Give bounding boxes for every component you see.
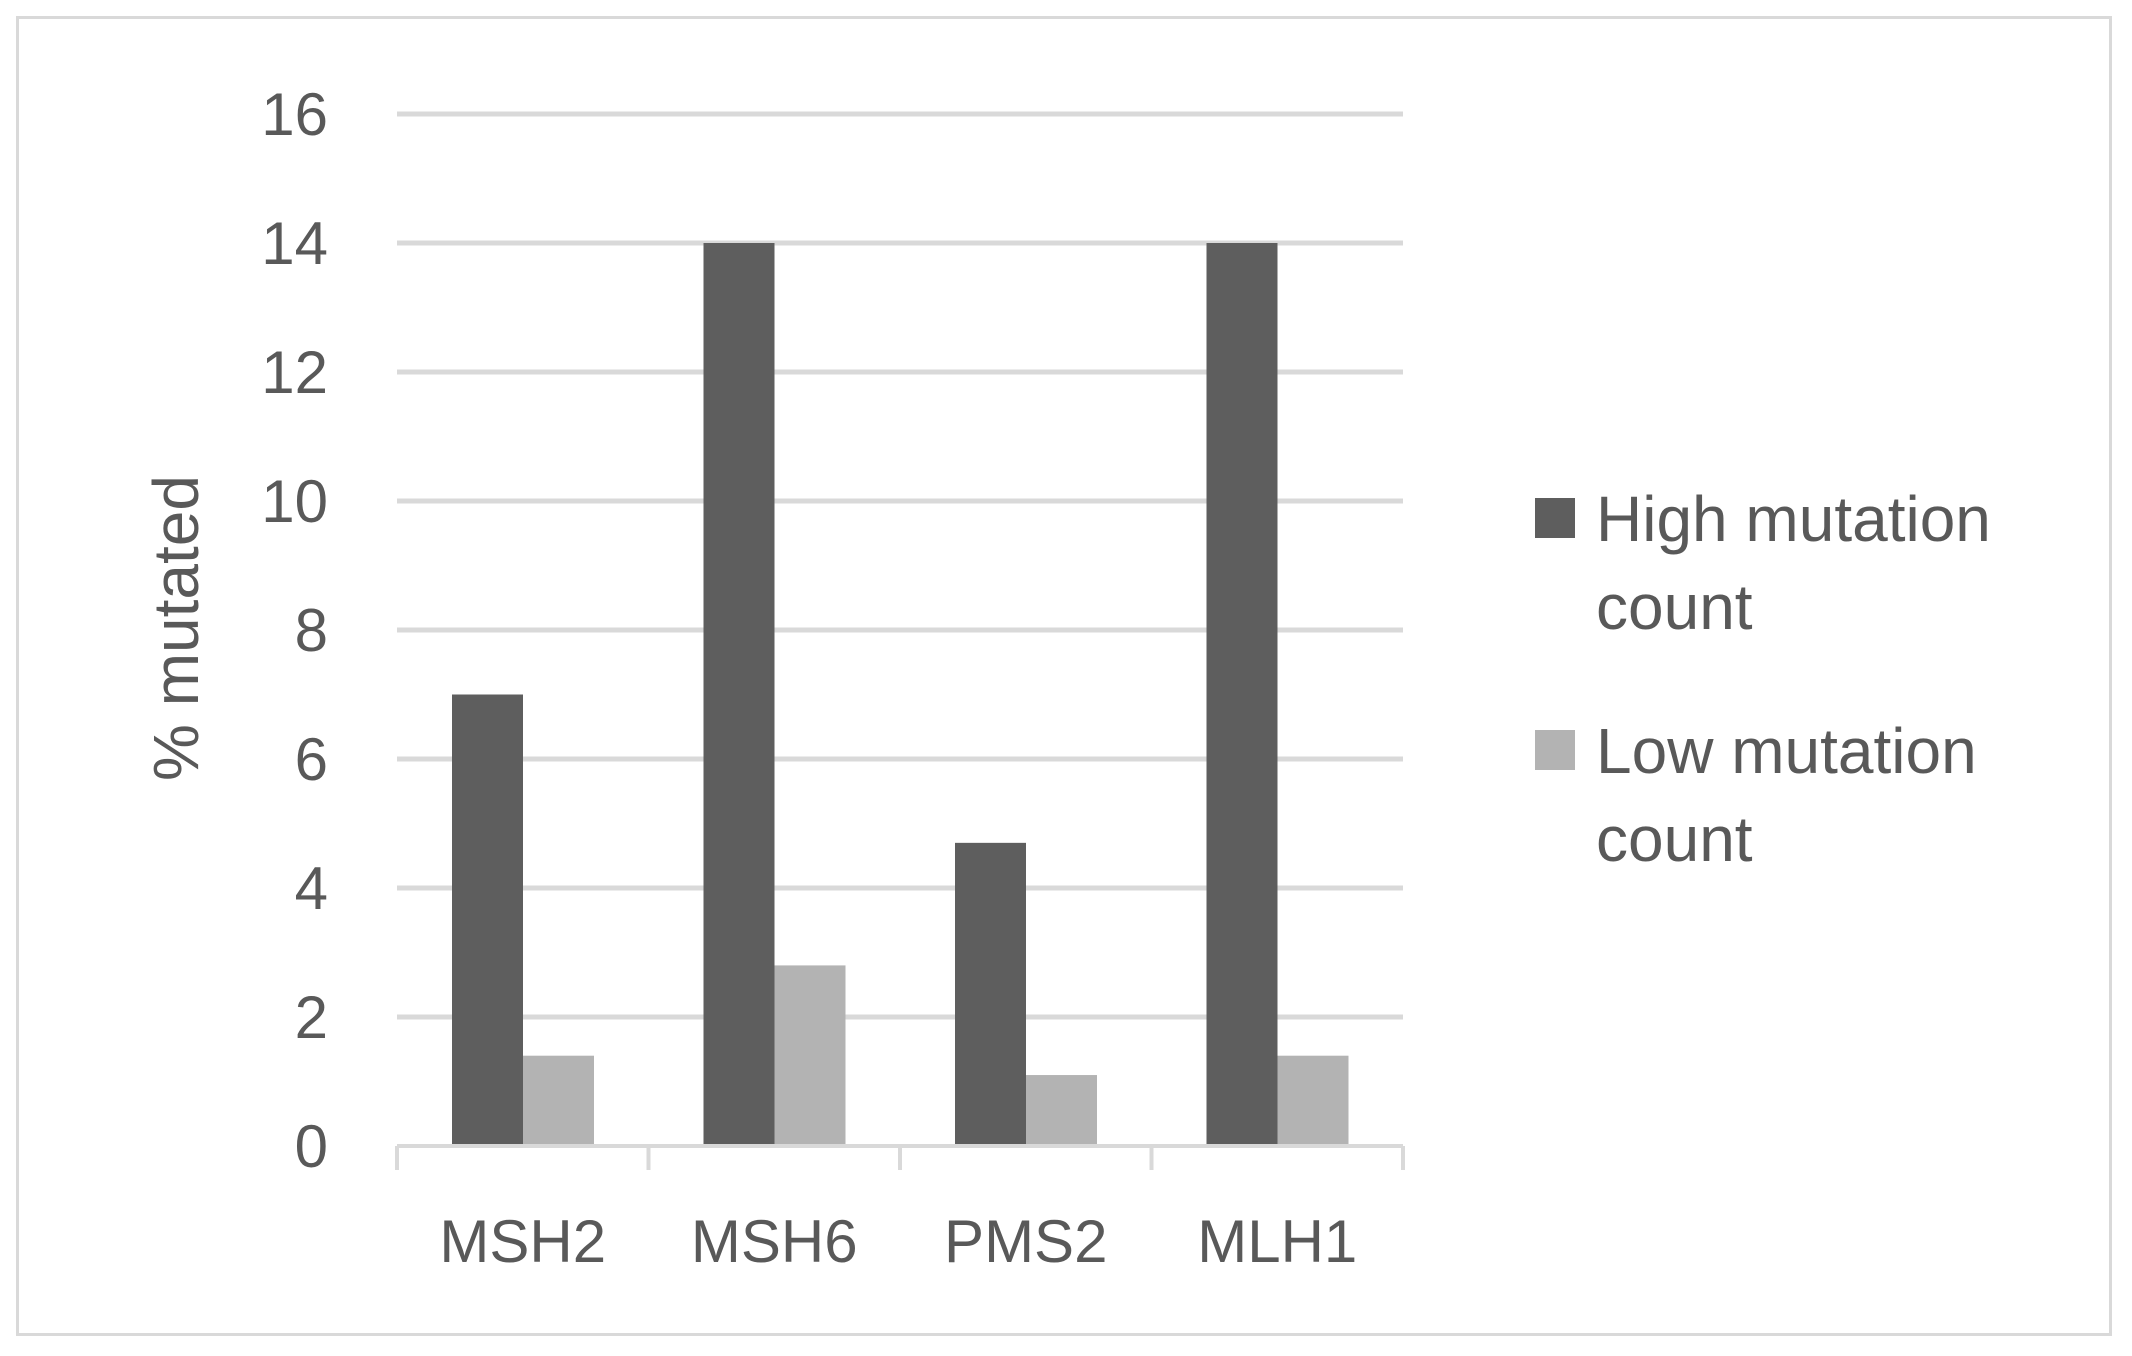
y-axis-title: % mutated — [140, 475, 212, 781]
y-tick-label: 8 — [295, 597, 328, 664]
legend: High mutation count Low mutation count — [1535, 483, 1991, 875]
bar-msh6-low — [774, 965, 846, 1146]
y-tick-label: 14 — [261, 210, 328, 277]
x-category-label: PMS2 — [944, 1208, 1107, 1275]
legend-label: count — [1596, 571, 1753, 643]
bar-mlh1-high — [1206, 243, 1278, 1146]
bar-mlh1-low — [1277, 1055, 1349, 1146]
bars — [452, 243, 1349, 1146]
bar-msh6-high — [703, 243, 775, 1146]
legend-label: Low mutation — [1596, 715, 1977, 787]
x-category-label: MSH6 — [691, 1208, 858, 1275]
y-tick-label: 10 — [261, 468, 328, 535]
legend-swatch — [1535, 730, 1575, 770]
legend-swatch — [1535, 498, 1575, 538]
y-tick-label: 4 — [295, 855, 328, 922]
bar-pms2-low — [1026, 1075, 1097, 1146]
bar-pms2-high — [955, 842, 1026, 1146]
x-axis-labels: MSH2 MSH6 PMS2 MLH1 — [439, 1208, 1357, 1275]
y-tick-label: 12 — [261, 339, 328, 406]
y-tick-label: 16 — [261, 81, 328, 148]
x-axis — [395, 1144, 1405, 1170]
legend-label: count — [1596, 803, 1753, 875]
y-tick-label: 0 — [295, 1113, 328, 1180]
legend-label: High mutation — [1596, 483, 1991, 555]
bar-msh2-high — [452, 694, 523, 1146]
y-axis-ticks: 0 2 4 6 8 10 12 14 16 — [261, 81, 328, 1180]
x-category-label: MLH1 — [1197, 1208, 1357, 1275]
y-tick-label: 2 — [295, 984, 328, 1051]
x-category-label: MSH2 — [439, 1208, 606, 1275]
bar-msh2-low — [523, 1055, 594, 1146]
y-tick-label: 6 — [295, 726, 328, 793]
